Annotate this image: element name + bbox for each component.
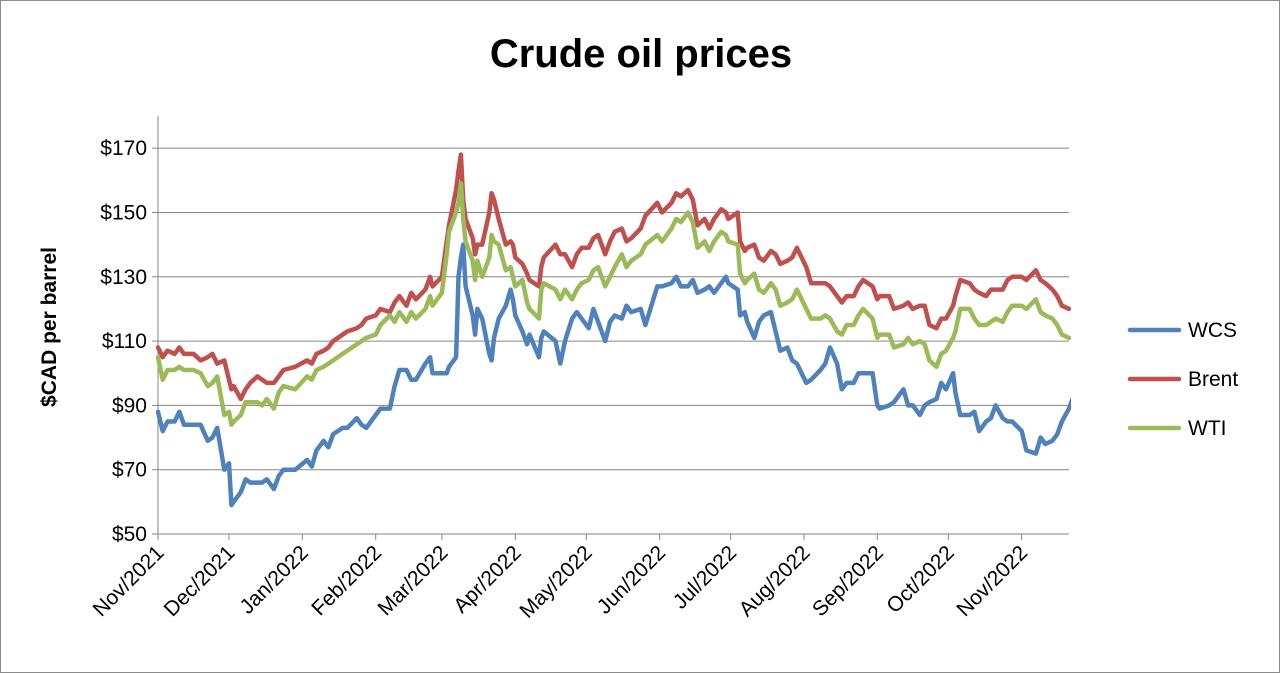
x-tick-label: Jun/2022 [593,541,670,618]
x-tick-label: Mar/2022 [373,541,452,620]
axes [157,116,1069,535]
series-line-wti [156,181,1071,427]
series-line-brent [156,152,1071,402]
x-tick-label: Nov/2022 [952,541,1032,621]
x-tick-label: Aug/2022 [735,541,815,621]
y-tick-label: $150 [100,201,147,224]
x-tick-label: Nov/2021 [89,541,169,621]
x-tick-label: Jan/2022 [236,541,313,618]
y-tick-label: $50 [112,523,147,546]
legend-label-wcs: WCS [1188,319,1237,342]
chart-title: Crude oil prices [490,32,792,76]
legend: WCS Brent WTI [1127,319,1238,440]
series-line-wcs [156,242,1071,508]
y-tick-label: $110 [102,330,147,353]
y-ticks: $50 $70 $90 $110 $130 $150 $170 [100,137,158,546]
x-ticks: Nov/2021Dec/2021Jan/2022Feb/2022Mar/2022… [89,534,1032,623]
legend-label-brent: Brent [1188,368,1238,391]
y-axis-label: $CAD per barrel [38,247,61,407]
y-tick-label: $170 [100,137,147,160]
x-tick-label: Sep/2022 [808,541,888,621]
series-lines [156,152,1071,508]
legend-label-wti: WTI [1188,417,1226,440]
x-tick-label: Jul/2022 [669,541,741,613]
x-tick-label: Dec/2021 [160,541,240,621]
gridlines [158,147,1069,471]
y-tick-label: $90 [112,394,147,417]
x-tick-label: May/2022 [515,541,596,622]
x-tick-label: Oct/2022 [882,541,959,618]
x-tick-label: Feb/2022 [307,541,386,620]
y-tick-label: $130 [100,266,147,289]
y-tick-label: $70 [112,459,147,482]
